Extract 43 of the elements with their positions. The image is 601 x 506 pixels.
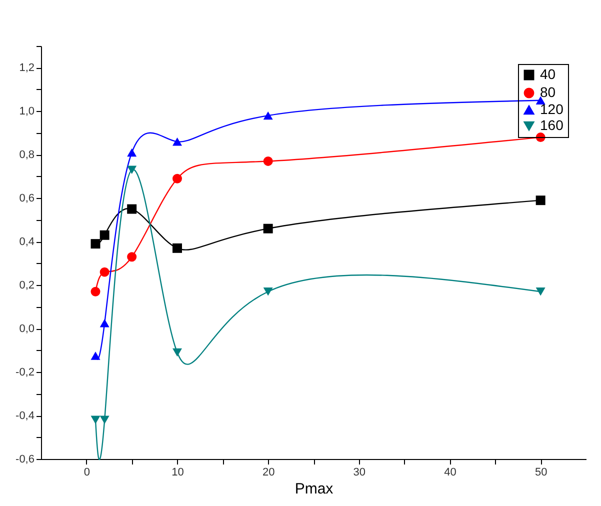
point bbox=[100, 319, 110, 328]
y-tick-label: -0,4 bbox=[16, 410, 34, 422]
point bbox=[127, 204, 137, 214]
point bbox=[100, 267, 110, 277]
y-tick-label: 0,8 bbox=[19, 149, 34, 162]
x-tick-label: 20 bbox=[262, 466, 275, 478]
x-tick-label: 0 bbox=[84, 466, 90, 478]
point bbox=[263, 288, 273, 296]
y-tick-label: 0,6 bbox=[19, 192, 34, 205]
point bbox=[263, 156, 273, 166]
legend-label: 160 bbox=[540, 117, 564, 133]
point bbox=[536, 288, 546, 296]
point bbox=[127, 252, 137, 262]
y-tick-label: -0,2 bbox=[16, 366, 34, 379]
point bbox=[172, 138, 182, 146]
point bbox=[263, 111, 273, 120]
y-tick-label: 1,2 bbox=[19, 62, 34, 74]
x-axis-title: Pmax bbox=[294, 480, 334, 498]
y-tick-label: 0,4 bbox=[19, 236, 34, 248]
point bbox=[172, 243, 182, 253]
point bbox=[172, 348, 182, 357]
y-tick-label: 1,0 bbox=[19, 106, 34, 118]
point bbox=[90, 352, 100, 360]
x-tick-label: 30 bbox=[353, 466, 366, 478]
point bbox=[263, 224, 273, 234]
y-tick-label: 0,0 bbox=[19, 323, 34, 336]
point bbox=[90, 239, 100, 249]
x-tick-label: 50 bbox=[534, 466, 548, 478]
point bbox=[100, 230, 110, 240]
legend-label: 80 bbox=[540, 84, 556, 100]
legend-label: 40 bbox=[540, 66, 556, 82]
y-tick-label: -0,6 bbox=[16, 454, 34, 466]
x-tick-label: 40 bbox=[444, 466, 456, 478]
point bbox=[90, 286, 100, 296]
point bbox=[127, 166, 137, 174]
x-tick-label: 10 bbox=[172, 466, 184, 478]
y-tick-label: 0,2 bbox=[19, 280, 34, 292]
point bbox=[536, 196, 546, 206]
point bbox=[127, 148, 137, 157]
point bbox=[172, 174, 182, 184]
point bbox=[100, 416, 110, 424]
legend-label: 120 bbox=[540, 101, 564, 117]
point bbox=[90, 416, 100, 424]
